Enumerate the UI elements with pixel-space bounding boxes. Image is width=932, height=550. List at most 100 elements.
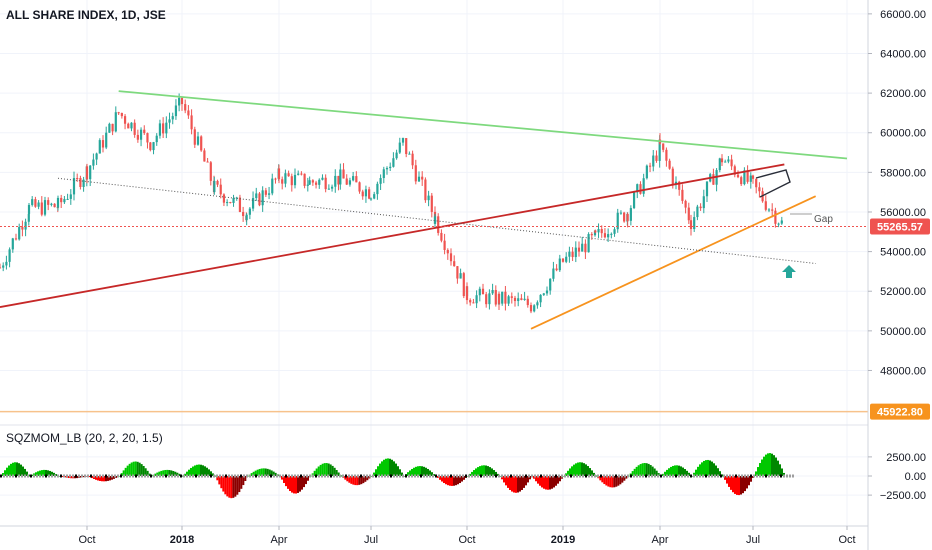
- squeeze-dot: [627, 474, 629, 478]
- squeeze-dot: [189, 474, 191, 478]
- momentum-bar: [47, 470, 49, 476]
- momentum-bar: [491, 468, 493, 476]
- momentum-bar: [250, 473, 253, 476]
- gap-annotation[interactable]: Gap: [790, 213, 833, 225]
- triangle-pattern[interactable]: [755, 169, 791, 198]
- squeeze-dot: [528, 474, 530, 478]
- candle-body: [414, 165, 417, 182]
- squeeze-dot: [75, 474, 77, 478]
- up-arrow-icon[interactable]: [782, 265, 796, 278]
- momentum-bar: [621, 476, 624, 483]
- momentum-bar: [266, 468, 269, 476]
- indicator-axis[interactable]: −2500.00 0.00 2500.00: [868, 452, 926, 502]
- momentum-bar: [242, 476, 245, 486]
- candle-body: [465, 286, 469, 301]
- candle-body: [184, 104, 187, 111]
- momentum-bar: [344, 476, 347, 480]
- momentum-bar: [385, 458, 387, 476]
- candle-body: [123, 116, 127, 124]
- squeeze-dot: [756, 474, 758, 478]
- momentum-bar: [321, 463, 324, 476]
- squeeze-dot: [492, 474, 494, 478]
- trendline-gray-dotted[interactable]: [57, 177, 816, 264]
- squeeze-dot: [549, 474, 551, 478]
- momentum-bar: [109, 476, 111, 481]
- candle-body: [671, 168, 674, 185]
- candle-body: [658, 139, 661, 161]
- momentum-bar: [295, 476, 297, 494]
- candle-body: [206, 161, 209, 163]
- momentum-bar: [210, 471, 212, 476]
- momentum-bar: [192, 466, 194, 476]
- squeeze-dot: [132, 474, 134, 478]
- squeeze-dot: [603, 474, 605, 478]
- time-axis[interactable]: Oct 2018 Apr Jul Oct 2019 Apr Jul Oct: [78, 526, 856, 546]
- squeeze-dot: [318, 474, 320, 478]
- momentum-bar: [703, 460, 705, 476]
- candle-body: [361, 191, 364, 197]
- momentum-bar: [354, 476, 357, 486]
- momentum-bar: [393, 461, 395, 476]
- candle-body: [27, 213, 30, 222]
- candle-body: [674, 181, 678, 185]
- candle-body: [603, 233, 607, 238]
- momentum-bar: [684, 469, 686, 476]
- squeeze-dot: [285, 474, 287, 478]
- squeeze-dot: [279, 474, 281, 478]
- candle-body: [758, 187, 761, 192]
- gap-label: Gap: [814, 214, 833, 225]
- momentum-bar: [513, 476, 515, 493]
- trendline-orange-support[interactable]: [530, 195, 817, 330]
- squeeze-dot: [378, 474, 380, 478]
- momentum-bar: [130, 462, 133, 476]
- candle-body: [462, 273, 465, 297]
- squeeze-dot: [588, 474, 590, 478]
- trendline-red-support[interactable]: [0, 163, 785, 308]
- price-axis[interactable]: 48000.00 50000.00 52000.00 54000.00 56000.00…: [868, 9, 926, 378]
- squeeze-dot: [135, 474, 137, 478]
- squeeze-dot: [486, 474, 488, 478]
- squeeze-dot: [663, 474, 665, 478]
- candle-body: [53, 203, 56, 208]
- momentum-bar: [449, 476, 451, 486]
- momentum-bar: [759, 463, 761, 476]
- candle-body: [226, 202, 229, 204]
- candle-body: [536, 302, 539, 306]
- squeeze-dot: [381, 474, 383, 478]
- momentum-bar: [487, 466, 489, 476]
- squeeze-dot: [6, 474, 8, 478]
- candle-body: [437, 216, 440, 233]
- candle-body: [209, 162, 212, 181]
- x-tick-label: 2019: [551, 534, 575, 546]
- trendlines[interactable]: [0, 90, 848, 330]
- momentum-bar: [459, 476, 461, 484]
- momentum-bar: [101, 476, 103, 482]
- candle-body: [767, 209, 771, 211]
- momentum-bar: [234, 476, 237, 497]
- squeeze-dot: [237, 474, 239, 478]
- squeeze-dot: [129, 474, 131, 478]
- momentum-bar: [615, 476, 618, 487]
- squeeze-dot: [297, 474, 299, 478]
- candle-body: [355, 176, 358, 183]
- momentum-bar: [581, 462, 583, 476]
- momentum-bar: [375, 469, 377, 476]
- trendline-green-resistance[interactable]: [118, 90, 848, 160]
- squeeze-dot: [744, 474, 746, 478]
- momentum-bar: [651, 466, 654, 476]
- momentum-bar: [395, 463, 397, 476]
- squeeze-dot: [768, 474, 770, 478]
- triangle-pattern-outline[interactable]: [755, 169, 791, 198]
- candle-body: [213, 180, 216, 193]
- candle-body: [158, 123, 162, 136]
- squeeze-dot: [591, 474, 593, 478]
- candle-body: [736, 174, 740, 178]
- momentum-bar: [335, 470, 338, 476]
- squeeze-dot: [345, 474, 347, 478]
- candle-body: [327, 188, 330, 190]
- momentum-bar: [672, 465, 674, 476]
- momentum-bar: [555, 476, 557, 486]
- support-price-tag: 45922.80: [870, 403, 930, 420]
- squeeze-dot: [786, 474, 788, 478]
